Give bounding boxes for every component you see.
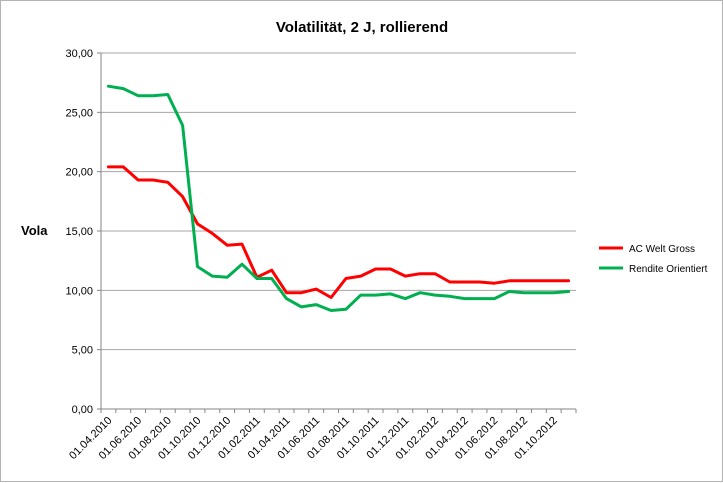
legend-label-2: Rendite Orientiert	[629, 264, 708, 275]
legend-label-1: AC Welt Gross	[629, 244, 695, 255]
y-tick-label: 30,00	[65, 48, 93, 60]
y-tick-label: 10,00	[65, 285, 93, 297]
y-tick-label: 25,00	[65, 107, 93, 119]
y-tick-label: 0,00	[72, 404, 93, 416]
y-tick-label: 20,00	[65, 167, 93, 179]
gridlines	[101, 52, 576, 351]
y-tick-label: 15,00	[65, 226, 93, 238]
series-line-1	[106, 165, 571, 299]
axes	[97, 52, 577, 413]
x-tick-labels: 01.04.201001.06.201001.08.201001.10.2010…	[67, 415, 560, 462]
y-axis-label: Vola	[21, 223, 48, 238]
y-tick-labels: 0,00 5,00 10,00 15,00 20,00 25,00 30,00	[65, 48, 93, 416]
chart-title: Volatilität, 2 J, rollierend	[276, 19, 448, 36]
y-tick-label: 5,00	[72, 345, 93, 357]
series-line-2	[106, 84, 571, 312]
legend: AC Welt Gross Rendite Orientiert	[599, 244, 708, 275]
series-lines	[106, 84, 571, 312]
